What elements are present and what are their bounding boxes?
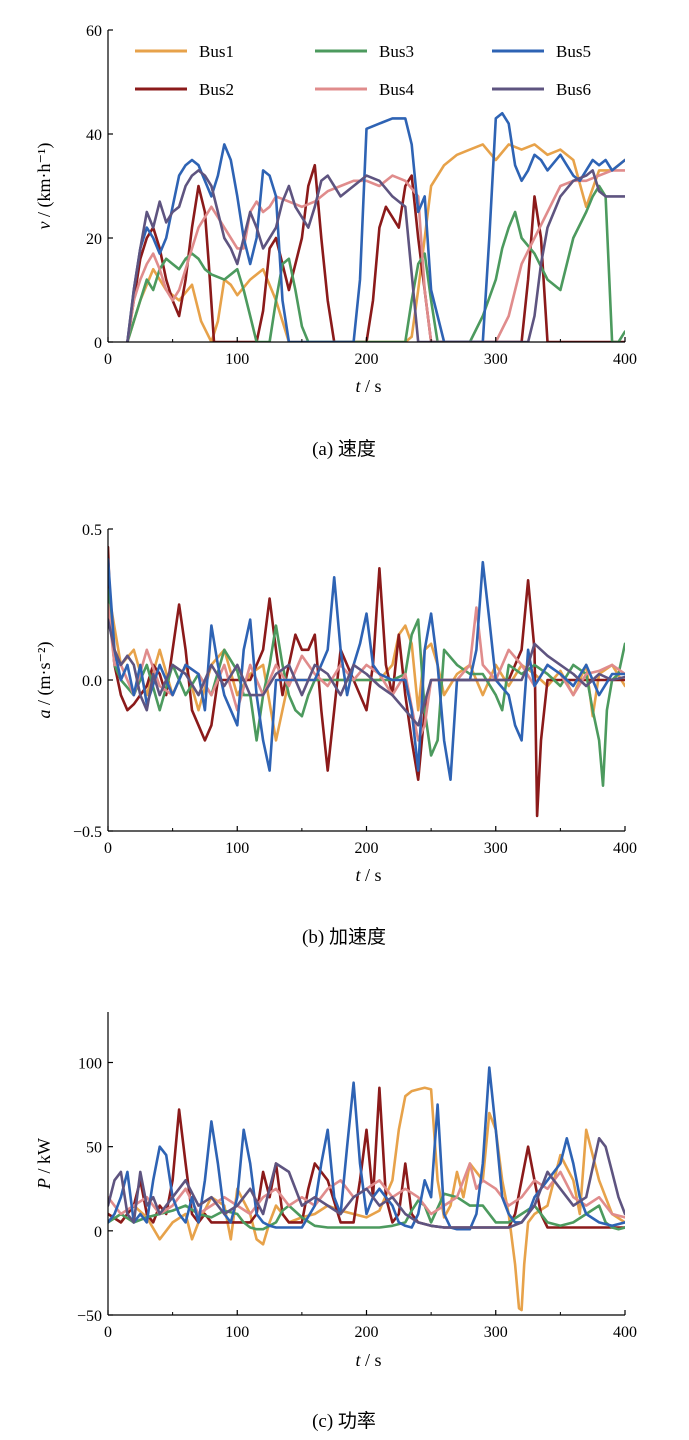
x-axis-label: t / s bbox=[355, 376, 381, 396]
x-tick-label: 100 bbox=[225, 840, 249, 857]
x-tick-label: 400 bbox=[613, 840, 637, 857]
series-line-bus5 bbox=[108, 1066, 625, 1231]
y-tick-label: 0.0 bbox=[82, 673, 102, 690]
series-line-bus2 bbox=[108, 545, 625, 818]
y-tick-label: −50 bbox=[77, 1308, 102, 1325]
y-tick-label: 20 bbox=[86, 231, 102, 248]
y-tick-label: 100 bbox=[78, 1056, 102, 1073]
series-line-bus6 bbox=[108, 618, 625, 727]
x-tick-label: 200 bbox=[355, 351, 379, 368]
y-axis-label: a / (m·s⁻²) bbox=[34, 642, 55, 719]
x-tick-label: 200 bbox=[355, 1324, 379, 1341]
x-tick-label: 100 bbox=[225, 351, 249, 368]
series-line-bus6 bbox=[126, 169, 625, 342]
x-tick-label: 100 bbox=[225, 1324, 249, 1341]
x-tick-label: 0 bbox=[104, 351, 112, 368]
x-tick-label: 0 bbox=[104, 840, 112, 857]
x-axis-label: t / s bbox=[355, 865, 381, 885]
y-tick-label: 50 bbox=[86, 1140, 102, 1157]
panel-caption: (c) 功率 bbox=[312, 1410, 376, 1432]
panel-caption: (b) 加速度 bbox=[302, 926, 386, 948]
x-tick-label: 0 bbox=[104, 1324, 112, 1341]
x-axis-label: t / s bbox=[355, 1350, 381, 1370]
legend-label-bus1: Bus1 bbox=[199, 42, 234, 61]
y-axis-label: P / kW bbox=[34, 1138, 54, 1190]
y-tick-label: 60 bbox=[86, 23, 102, 40]
x-tick-label: 200 bbox=[355, 840, 379, 857]
series-group bbox=[108, 1066, 625, 1312]
series-line-bus1 bbox=[108, 588, 625, 742]
y-tick-label: 0.5 bbox=[82, 522, 102, 539]
y-tick-label: 0 bbox=[94, 335, 102, 352]
x-tick-label: 300 bbox=[484, 351, 508, 368]
series-group bbox=[108, 545, 625, 818]
panel-caption: (a) 速度 bbox=[312, 438, 376, 460]
panel-acceleration: 0 100 200 300 400 −0.5 0.0 0.5 t / s a / (m·s⁻²) (… bbox=[34, 522, 637, 948]
legend-label-bus3: Bus3 bbox=[379, 42, 414, 61]
series-line-bus2 bbox=[126, 163, 625, 342]
series-line-bus6 bbox=[108, 1137, 625, 1229]
series-group bbox=[126, 111, 625, 342]
x-tick-label: 400 bbox=[613, 1324, 637, 1341]
legend-label-bus4: Bus4 bbox=[379, 80, 414, 99]
panel-speed: 0 100 200 300 400 0 20 40 60 t / s v / (km·h⁻¹) (a)… bbox=[34, 23, 637, 460]
legend-label-bus6: Bus6 bbox=[556, 80, 591, 99]
series-line-bus5 bbox=[126, 111, 625, 342]
legend: Bus1 Bus2 Bus3 Bus4 Bus5 Bus6 bbox=[135, 42, 591, 99]
y-axis-label: v / (km·h⁻¹) bbox=[34, 143, 55, 230]
y-tick-label: 40 bbox=[86, 127, 102, 144]
x-tick-label: 400 bbox=[613, 351, 637, 368]
series-line-bus1 bbox=[108, 1086, 625, 1312]
y-tick-label: −0.5 bbox=[73, 824, 102, 841]
x-tick-label: 300 bbox=[484, 840, 508, 857]
x-tick-label: 300 bbox=[484, 1324, 508, 1341]
legend-label-bus2: Bus2 bbox=[199, 80, 234, 99]
series-line-bus3 bbox=[126, 184, 625, 342]
legend-label-bus5: Bus5 bbox=[556, 42, 591, 61]
series-line-bus3 bbox=[108, 1192, 625, 1231]
y-tick-label: 0 bbox=[94, 1224, 102, 1241]
